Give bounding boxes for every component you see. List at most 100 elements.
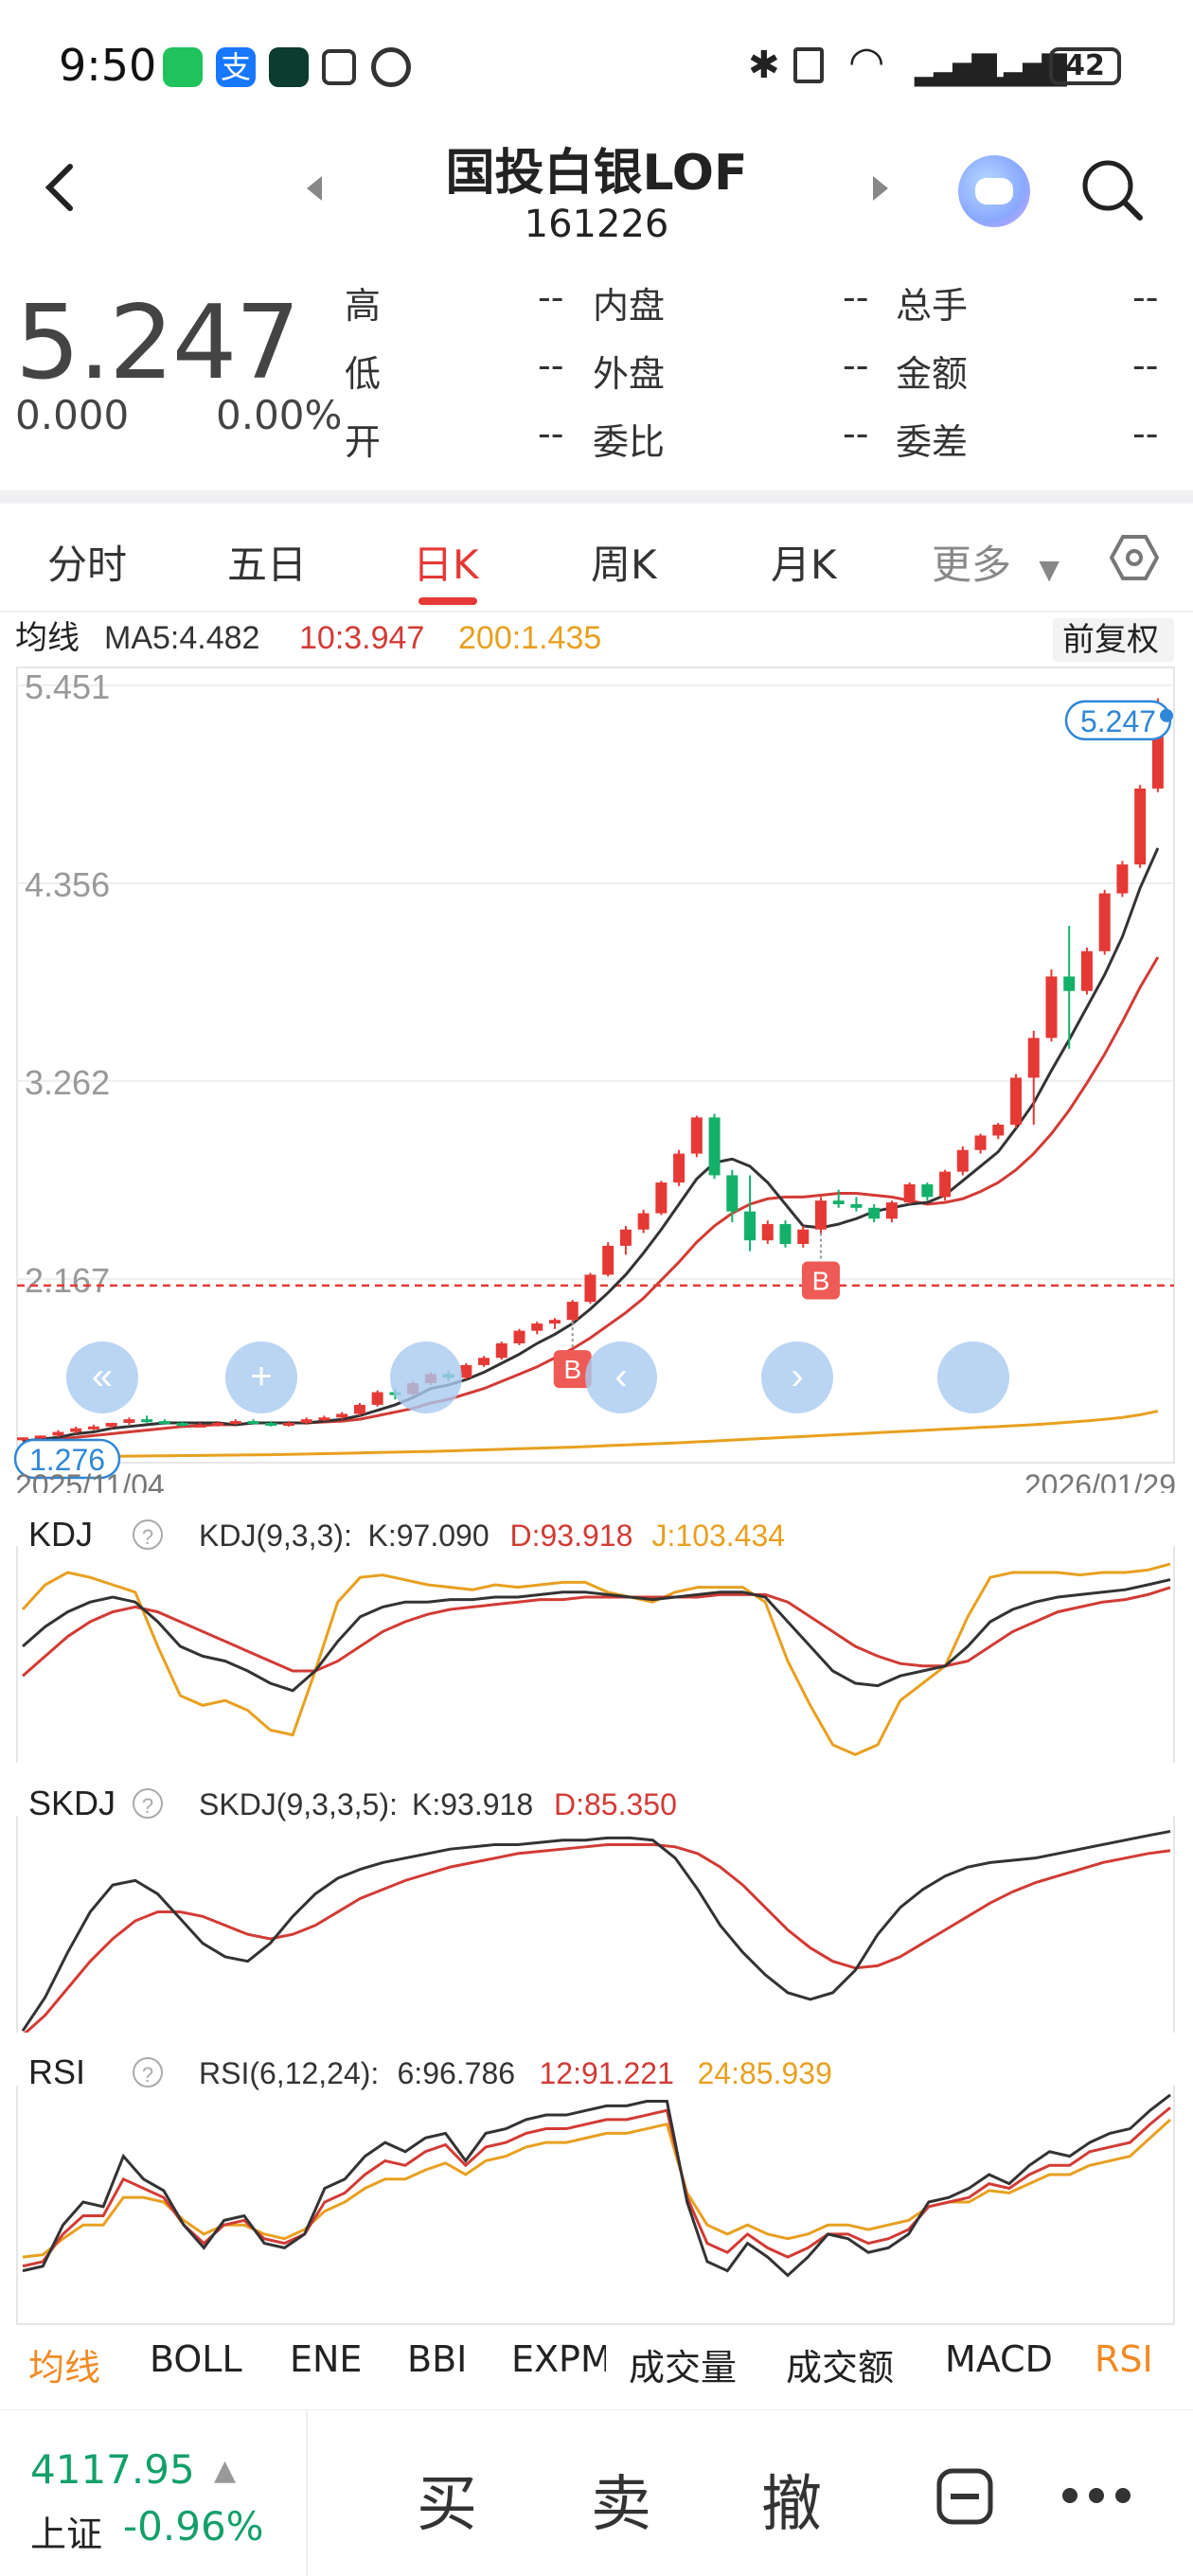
help-icon-glyph: ?: [142, 2063, 153, 2087]
candle-body: [939, 1171, 952, 1198]
search-button[interactable]: [1079, 157, 1146, 223]
indicator-value: K:97.090: [368, 1519, 490, 1553]
indicator-value: J:103.434: [652, 1519, 786, 1553]
indicator-params: RSI(6,12,24):: [199, 2056, 379, 2090]
last-price-label: 5.247: [1080, 704, 1156, 738]
indicator-header-bg: [0, 2033, 1193, 2086]
indicator-line-D: [22, 1586, 1171, 1678]
candle-body: [832, 1200, 845, 1204]
ma10-line: [22, 956, 1160, 1445]
candle-body: [34, 1435, 46, 1439]
prev-stock-button[interactable]: [301, 174, 329, 203]
candle-body: [478, 1358, 490, 1365]
chart-settings-button[interactable]: [1109, 533, 1160, 582]
divider: [0, 611, 1193, 613]
indicator-tab[interactable]: EXPM: [511, 2338, 606, 2380]
candle-body: [584, 1274, 596, 1303]
candle-body: [495, 1343, 507, 1359]
index-quote[interactable]: 4117.95 ▲ 上证 -0.96%: [0, 2410, 308, 2576]
alarm-icon: [371, 47, 411, 87]
alipay-icon: 支: [216, 47, 256, 87]
help-icon: [133, 1788, 163, 1819]
chart-control-button: [390, 1341, 462, 1413]
indicator-tab[interactable]: ENE: [290, 2338, 363, 2380]
indicator-value: K:93.918: [412, 1787, 533, 1821]
indicator-tab[interactable]: 成交量: [629, 2347, 738, 2389]
candle-body: [460, 1364, 472, 1378]
indicator-tab[interactable]: 成交额: [786, 2347, 895, 2389]
status-bar: 9:50 支 ✱ ◠ ▂▃▅▇ ▂▃▅▇ 42: [0, 0, 1193, 142]
chart-control-button: [761, 1341, 833, 1413]
chart-control-button: [225, 1341, 297, 1413]
quote-field-label: 外盘: [593, 353, 666, 395]
cancel-order-button[interactable]: 撤: [761, 2470, 822, 2540]
tab-minute[interactable]: 分时: [47, 542, 128, 588]
signal-icon: ▂▃▅▇: [915, 49, 997, 87]
candle-body: [531, 1324, 543, 1331]
sell-button[interactable]: 卖: [591, 2470, 651, 2540]
buy-marker-label: B: [563, 1355, 581, 1384]
help-icon: [133, 2057, 163, 2087]
next-stock-button[interactable]: [865, 174, 894, 203]
low-price-label: 1.276: [29, 1443, 105, 1477]
candle-body: [548, 1320, 561, 1324]
tab-more[interactable]: 更多 ▼: [932, 533, 1059, 591]
triangle-left-icon: [307, 176, 322, 201]
more-dots-icon: [1062, 2488, 1131, 2503]
back-button[interactable]: [38, 159, 85, 216]
assistant-button[interactable]: [958, 155, 1030, 227]
stock-code: 161226: [524, 203, 669, 246]
candle-body: [1098, 893, 1111, 951]
indicator-tab[interactable]: 均线: [28, 2347, 101, 2389]
bottom-action-bar: 4117.95 ▲ 上证 -0.96% 买 卖 撤: [0, 2409, 1193, 2576]
indicator-tab[interactable]: BBI: [407, 2338, 468, 2380]
buy-button[interactable]: 买: [417, 2470, 477, 2540]
candle-body: [158, 1421, 170, 1425]
indicator-value: 24:85.939: [698, 2056, 832, 2090]
chart-area: 5.451 4.356 3.262 2.167 均线 MA5:4.482 10:3.947 2…: [0, 611, 1193, 2419]
indicator-params: KDJ(9,3,3):: [199, 1519, 352, 1553]
ma10-legend: 10:3.947: [299, 620, 424, 656]
battery-icon: 42: [1049, 47, 1121, 85]
assistant-icon: [975, 178, 1013, 204]
tab-weekly-k[interactable]: 周K: [591, 542, 657, 588]
chart-control-button: [937, 1341, 1009, 1413]
indicator-tab[interactable]: MACD: [945, 2338, 1053, 2380]
tab-daily-k[interactable]: 日K: [413, 542, 479, 588]
candle-body: [1080, 950, 1093, 991]
ma5-legend: MA5:4.482: [104, 620, 259, 656]
triangle-up-icon: ▲: [214, 2454, 237, 2487]
quote-field-label: 总手: [896, 285, 969, 327]
candle-body: [974, 1135, 987, 1150]
quote-field-value: --: [843, 413, 869, 454]
index-name: 上证: [30, 2514, 103, 2555]
indicator-tab[interactable]: RSI: [1095, 2338, 1153, 2380]
wifi-icon: ◠: [848, 38, 885, 86]
help-icon: [133, 1519, 163, 1550]
indicator-tab[interactable]: BOLL: [150, 2338, 242, 2380]
candle-body: [265, 1423, 277, 1426]
more-menu-button[interactable]: [1059, 2467, 1134, 2524]
candle-body: [229, 1421, 241, 1425]
tab-five-day[interactable]: 五日: [227, 542, 308, 588]
chart-svg[interactable]: 5.451 4.356 3.262 2.167 均线 MA5:4.482 10:3.947 2…: [0, 611, 1193, 2419]
candle-body: [105, 1423, 117, 1427]
tab-monthly-k[interactable]: 月K: [771, 542, 837, 588]
ma200-line: [22, 1410, 1159, 1459]
vibrate-icon: [793, 47, 824, 83]
ma200-legend: 200:1.435: [458, 620, 601, 656]
help-icon-glyph: ?: [142, 1794, 153, 1818]
candle-body: [566, 1302, 579, 1321]
collapse-button[interactable]: [935, 2467, 994, 2526]
app-icon: [269, 47, 309, 87]
nfc-icon: [322, 49, 356, 85]
candle-body: [141, 1419, 153, 1423]
candle-body: [87, 1426, 99, 1430]
candle-body: [513, 1330, 525, 1343]
chart-control-button: [585, 1341, 657, 1413]
candle-body: [868, 1207, 881, 1219]
quote-field-value: --: [843, 345, 869, 386]
candle-body: [300, 1419, 312, 1423]
indicator-line-12: [22, 2106, 1171, 2268]
wechat-icon: [163, 47, 203, 87]
